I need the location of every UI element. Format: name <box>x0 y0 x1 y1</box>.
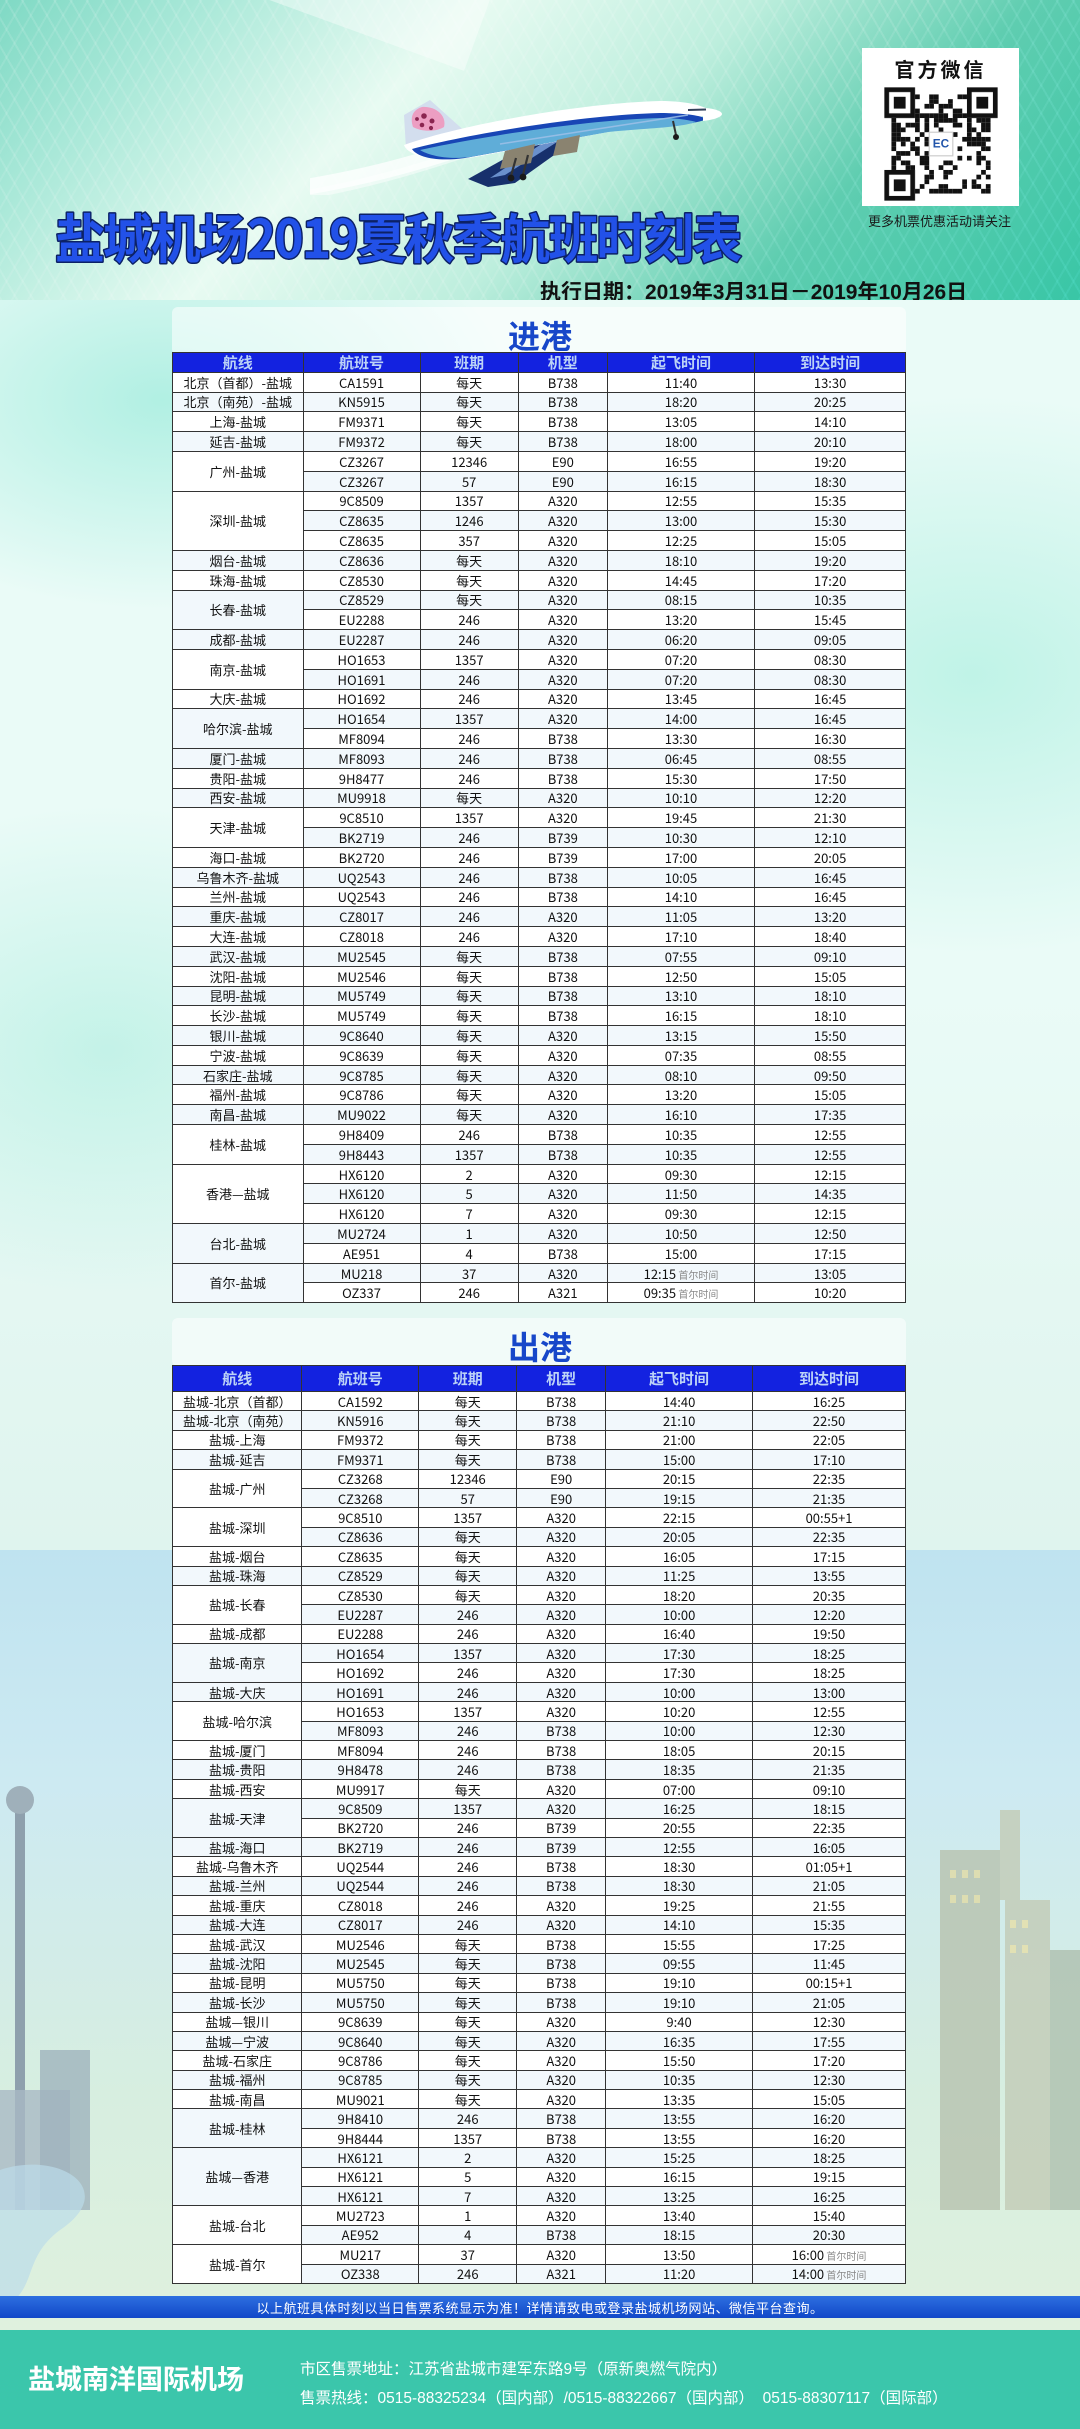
svg-text:EC: EC <box>932 138 949 151</box>
svg-text:盐城机场2019夏秋季航班时刻表: 盐城机场2019夏秋季航班时刻表 <box>55 206 742 273</box>
